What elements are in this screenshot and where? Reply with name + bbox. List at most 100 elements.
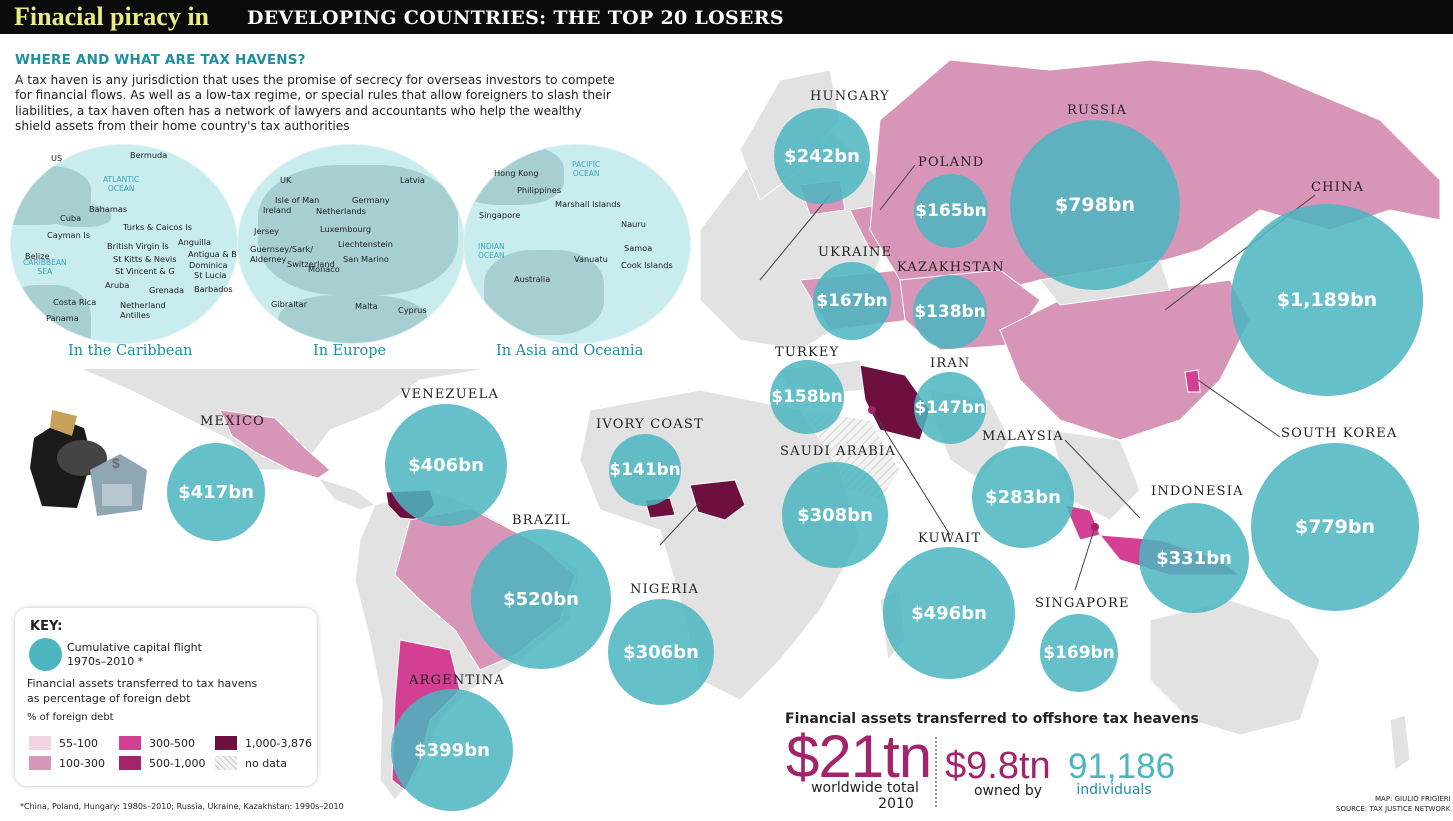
haven-philippines: Philippines [517,185,562,195]
stats-divider [935,737,937,807]
individuals-value: 91,186 [1068,747,1176,786]
haven-dominica: Dominica [189,260,228,270]
haven-vanuatu: Vanuatu [574,254,608,264]
owned-label: owned by [973,783,1042,799]
stats-heading: Financial assets transferred to offshore… [785,711,1199,727]
bubble-venezuela: $406bn [385,404,507,526]
haven-cayman-is: Cayman Is [47,230,91,240]
map-key: KEY: Cumulative capital flight 1970s–201… [15,608,317,786]
haven-panama: Panama [46,313,79,323]
haven-san-marino: San Marino [343,254,389,264]
worldwide-year-label: 2010 [878,796,914,812]
land-iran [859,364,931,441]
bubble-indonesia: $331bn [1139,503,1249,613]
haven-bermuda: Bermuda [130,150,168,160]
key-title: KEY: [30,619,63,634]
title-main: DEVELOPING COUNTRIES: THE TOP 20 LOSERS [247,7,784,29]
haven-aruba: Aruba [105,280,130,290]
haven-uk: UK [280,175,292,185]
haven-barbados: Barbados [194,284,233,294]
label-south-korea: SOUTH KOREA [1281,426,1398,441]
sea-caribbean: CARIBBEAN SEA [23,258,67,276]
bubble-poland: $165bn [914,174,988,248]
land-south-korea [1184,369,1201,393]
land-central-america [316,477,377,511]
label-brazil: BRAZIL [512,513,571,528]
haven-liechtenstein: Liechtenstein [338,239,393,249]
bubble-saudi-arabia: $308bn [782,462,888,568]
owned-value: $9.8tn [945,745,1051,787]
key-swatch-1 [29,736,51,750]
key-range-label-3: 300-500 [149,737,195,750]
key-swatch-4 [119,756,141,770]
label-turkey: TURKEY [775,345,840,360]
key-pct-label: % of foreign debt [27,712,114,723]
haven-isle-of-man: Isle of Man [275,195,320,205]
haven-malta: Malta [355,301,378,311]
label-venezuela: VENEZUELA [401,387,500,402]
credit-source: SOURCE: TAX JUSTICE NETWORK [1336,805,1451,813]
land-australia-inset [484,250,604,335]
key-swatch-6 [215,756,237,770]
key-range-label-6: no data [245,757,287,770]
sea-indian: INDIAN OCEAN [478,242,505,260]
bubble-kuwait: $496bn [883,547,1015,679]
bubble-malaysia: $283bn [972,446,1074,548]
inset-asia-map: PACIFIC OCEAN INDIAN OCEAN [463,144,691,344]
label-poland: POLAND [918,155,985,170]
land-europe-inset [258,165,458,295]
label-ivory-coast: IVORY COAST [596,417,704,432]
bubble-iran: $147bn [914,372,986,444]
bubble-turkey: $158bn [770,360,844,434]
haven-st-kitts-nevis: St Kitts & Nevis [113,254,177,264]
haven-gibraltar: Gibraltar [271,299,308,309]
bubble-brazil: $520bn [471,529,611,669]
haven-anguilla: Anguilla [178,237,212,247]
key-bubble-label-2: 1970s–2010 * [67,655,144,668]
credit-map: MAP: GIULIO FRIGIERI [1375,795,1451,803]
key-swatch-5 [215,736,237,750]
bubble-singapore: $169bn [1040,614,1118,692]
info-heading: WHERE AND WHAT ARE TAX HAVENS? [15,52,306,68]
label-hungary: HUNGARY [810,89,890,104]
haven-hong-kong: Hong Kong [494,168,539,178]
header-bar: Finacial piracy in DEVELOPING COUNTRIES:… [0,0,1453,34]
land-central-am [11,285,91,343]
caption-asia: In Asia and Oceania [496,343,644,359]
haven-netherland-antilles: Netherland Antilles [120,300,166,320]
land-cuba [51,205,111,227]
haven-monaco: Monaco [308,264,340,274]
haven-antigua-b: Antigua & B [188,249,237,259]
haven-costa-rica: Costa Rica [53,297,97,307]
key-swatch-3 [119,736,141,750]
bubble-kazakhstan: $138bn [913,275,987,349]
key-bubble-label-1: Cumulative capital flight [67,641,202,654]
haven-cuba: Cuba [60,213,82,223]
bubble-china: $1,189bn [1231,204,1423,396]
haven-british-virgin-is: British Virgin Is [107,241,169,251]
bubble-ivory-coast: $141bn [609,434,681,506]
sea-atlantic: ATLANTIC OCEAN [103,175,140,193]
haven-switzerland: Switzerland [287,259,335,269]
label-singapore: SINGAPORE [1035,596,1130,611]
haven-marshall-islands: Marshall Islands [555,199,621,209]
label-nigeria: NIGERIA [630,582,700,597]
caption-europe: In Europe [313,343,387,359]
haven-st-vincent-g: St Vincent & G [115,266,175,276]
label-indonesia: INDONESIA [1151,484,1244,499]
key-fin-label-1: Financial assets transferred to tax have… [27,677,258,690]
label-kazakhstan: KAZAKHSTAN [897,260,1005,275]
bubble-nigeria: $306bn [608,599,714,705]
haven-cyprus: Cyprus [398,305,427,315]
haven-samoa: Samoa [624,243,653,253]
haven-nauru: Nauru [621,219,646,229]
haven-ireland: Ireland [263,205,292,215]
svg-text:$: $ [112,455,120,471]
bubble-russia: $798bn [1010,120,1180,290]
land-new-zealand [1389,714,1411,771]
land-nigeria [689,479,746,521]
worldwide-total-value: $21tn [786,723,932,790]
haven-jersey: Jersey [254,226,279,236]
individuals-label: individuals [1076,782,1152,798]
land-asia-inset [464,145,564,205]
